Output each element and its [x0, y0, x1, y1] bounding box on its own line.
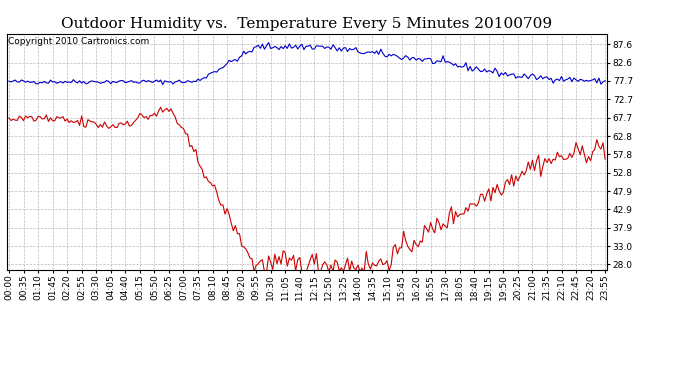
Text: Copyright 2010 Cartronics.com: Copyright 2010 Cartronics.com: [8, 37, 149, 46]
Title: Outdoor Humidity vs.  Temperature Every 5 Minutes 20100709: Outdoor Humidity vs. Temperature Every 5…: [61, 17, 553, 31]
